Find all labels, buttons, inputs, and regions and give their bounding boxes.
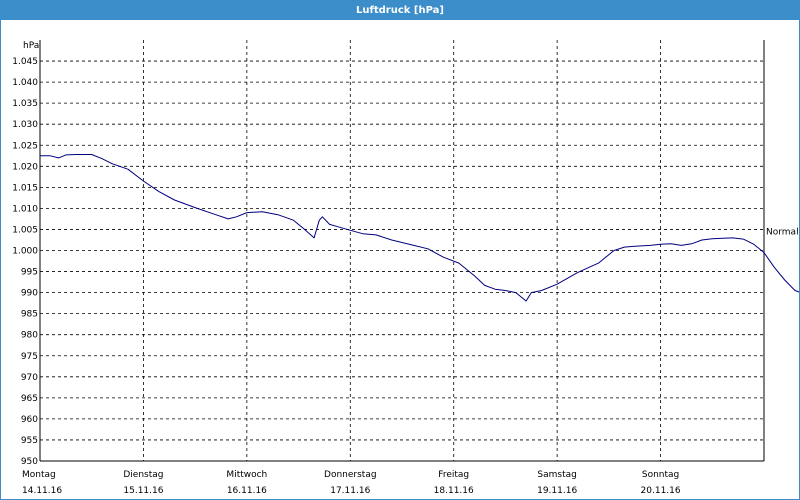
y-tick-label: 980 (21, 331, 38, 341)
x-tick-date-label: 17.11.16 (330, 486, 370, 496)
y-tick-label: 1.030 (12, 120, 38, 130)
x-tick-date-label: 18.11.16 (434, 486, 474, 496)
y-tick-label: 1.020 (12, 162, 38, 172)
x-tick-date-label: 20.11.16 (641, 486, 681, 496)
y-tick-label: 1.040 (12, 78, 38, 88)
x-tick-day-label: Samstag (537, 470, 576, 480)
y-tick-labels: 950 955 960 965 970 975 980 985 990 995 1.000 1.005… (12, 57, 38, 467)
x-gridlines (143, 40, 661, 461)
y-tick-label: 970 (21, 373, 38, 383)
y-tick-label: 955 (21, 436, 38, 446)
x-tick-labels: Montag 14.11.16 Dienstag 15.11.16 Mittwoch 16… (22, 470, 681, 496)
y-tick-label: 975 (21, 352, 38, 362)
y-tick-label: 1.015 (12, 183, 38, 193)
y-tick-label: 1.010 (12, 204, 38, 214)
x-tick-date-label: 14.11.16 (22, 486, 62, 496)
y-tick-label: 1.035 (12, 99, 38, 109)
y-tick-label: 960 (21, 415, 38, 425)
y-tick-label: 1.005 (12, 225, 38, 235)
x-tick-day-label: Mittwoch (226, 470, 267, 480)
normal-label: Normal (766, 228, 799, 238)
y-tick-label: 985 (21, 310, 38, 320)
x-tick-day-label: Donnerstag (324, 470, 377, 480)
x-tick-date-label: 19.11.16 (537, 486, 577, 496)
y-tick-label: 1.000 (12, 247, 38, 257)
y-tick-label: 995 (21, 268, 38, 278)
x-tick-day-label: Dienstag (123, 470, 163, 480)
x-tick-date-label: 15.11.16 (123, 486, 163, 496)
x-tick-date-label: 16.11.16 (227, 486, 267, 496)
y-tick-label: 965 (21, 394, 38, 404)
series-layer (40, 154, 799, 302)
x-tick-day-label: Sonntag (642, 470, 679, 480)
pressure-series-line (40, 154, 799, 302)
x-tick-day-label: Freitag (438, 470, 469, 480)
y-tick-label: 990 (21, 289, 38, 299)
y-tick-label: 1.045 (12, 57, 38, 67)
window-title: Luftdruck [hPa] (1, 1, 799, 20)
x-tick-day-label: Montag (22, 470, 56, 480)
y-gridlines (40, 60, 764, 441)
y-tick-label: 1.025 (12, 141, 38, 151)
y-tick-label: 950 (21, 457, 38, 467)
y-axis-unit-label: hPa (23, 41, 39, 51)
